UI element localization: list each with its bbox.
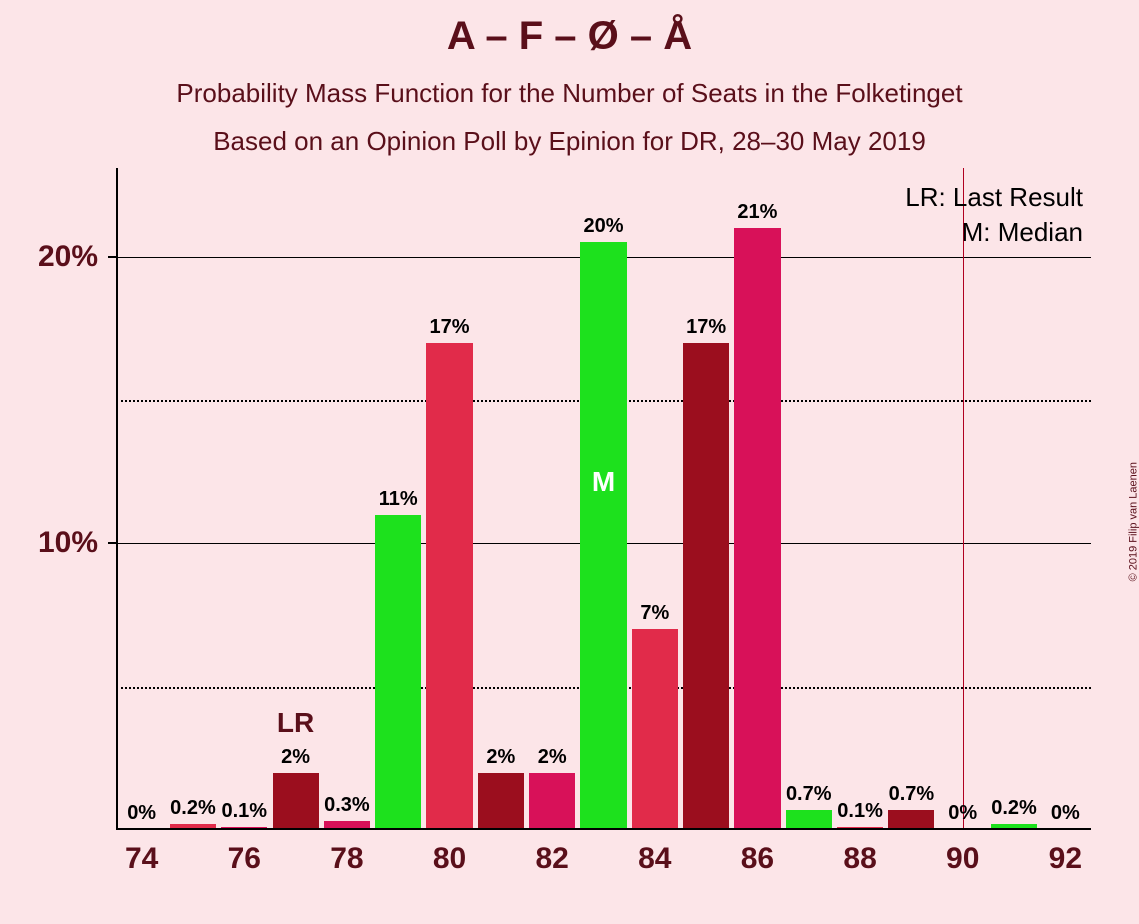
x-axis-label: 82 (535, 842, 568, 876)
x-axis-label: 84 (638, 842, 671, 876)
legend-lr: LR: Last Result (905, 180, 1083, 215)
bar: 2% (478, 773, 524, 830)
bar-value-label: 17% (430, 316, 470, 339)
bar: 20%M (580, 242, 626, 830)
bar: 21% (734, 228, 780, 830)
bar: 17% (426, 343, 472, 830)
x-axis (116, 828, 1091, 830)
bar-value-label: 0.1% (221, 800, 267, 823)
chart-subtitle-1: Probability Mass Function for the Number… (0, 78, 1139, 109)
bar-value-label: 0% (1051, 802, 1080, 825)
reference-line (963, 168, 964, 830)
bar-value-label: 0% (948, 802, 977, 825)
bar: 7% (632, 629, 678, 830)
y-axis-label: 10% (38, 526, 98, 560)
bar-value-label: 0.1% (837, 800, 883, 823)
bar-value-label: 0.2% (170, 797, 216, 820)
x-axis-label: 92 (1049, 842, 1082, 876)
bar-chart: 10%20%0%0.2%0.1%2%0.3%11%17%2%2%20%M7%17… (116, 185, 1091, 830)
bar: 2% (273, 773, 319, 830)
chart-subtitle-2: Based on an Opinion Poll by Epinion for … (0, 126, 1139, 157)
chart-title: A – F – Ø – Å (0, 14, 1139, 59)
y-tick (108, 542, 116, 544)
y-axis-label: 20% (38, 240, 98, 274)
y-axis (116, 168, 118, 830)
bar: 0.7% (786, 810, 832, 830)
x-axis-label: 80 (433, 842, 466, 876)
y-tick (108, 256, 116, 258)
bar-value-label: 0.2% (991, 797, 1037, 820)
bar-value-label: 17% (686, 316, 726, 339)
x-axis-label: 74 (125, 842, 158, 876)
bar: 17% (683, 343, 729, 830)
legend: LR: Last ResultM: Median (905, 180, 1083, 250)
x-axis-label: 76 (228, 842, 261, 876)
last-result-marker: LR (277, 707, 314, 739)
bar: 0.7% (888, 810, 934, 830)
bar-value-label: 2% (486, 746, 515, 769)
bar-value-label: 2% (281, 746, 310, 769)
bar-value-label: 7% (640, 602, 669, 625)
bar: 11% (375, 515, 421, 830)
bar-value-label: 0.7% (889, 783, 935, 806)
bar-value-label: 0% (127, 802, 156, 825)
bar-value-label: 0.7% (786, 783, 832, 806)
bar-value-label: 0.3% (324, 794, 370, 817)
bar-value-label: 20% (583, 215, 623, 238)
x-axis-label: 88 (843, 842, 876, 876)
x-axis-label: 86 (741, 842, 774, 876)
x-axis-label: 78 (330, 842, 363, 876)
legend-median: M: Median (905, 215, 1083, 250)
bar-value-label: 2% (538, 746, 567, 769)
bar-value-label: 11% (379, 488, 418, 511)
bar: 2% (529, 773, 575, 830)
x-axis-label: 90 (946, 842, 979, 876)
median-marker: M (592, 466, 615, 498)
copyright-text: © 2019 Filip van Laenen (1127, 462, 1139, 581)
bar-value-label: 21% (737, 201, 777, 224)
